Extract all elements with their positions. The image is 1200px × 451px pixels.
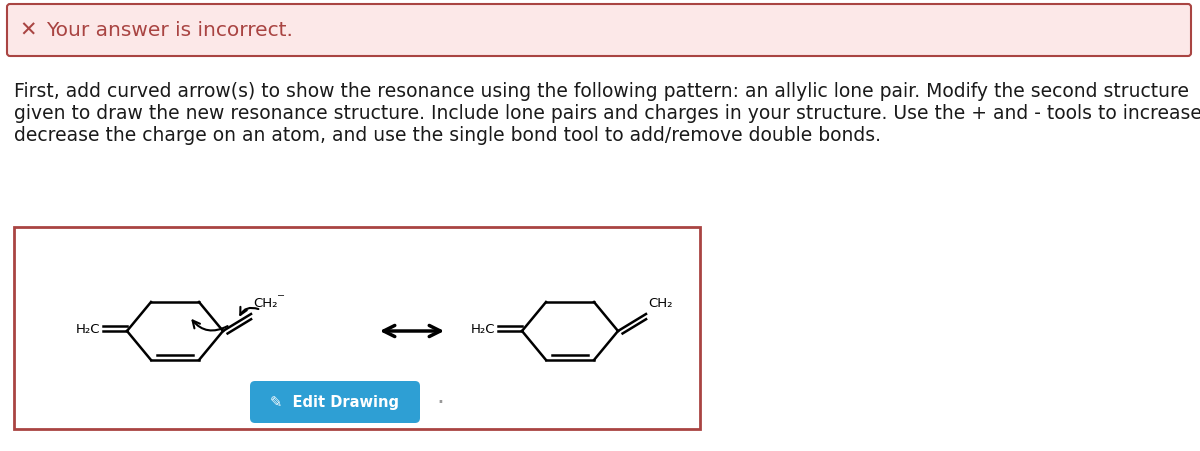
Text: decrease the charge on an atom, and use the single bond tool to add/remove doubl: decrease the charge on an atom, and use … — [14, 126, 881, 145]
Text: CH₂: CH₂ — [253, 296, 277, 309]
Text: H₂C: H₂C — [470, 322, 496, 335]
FancyBboxPatch shape — [14, 227, 700, 429]
Text: CH₂: CH₂ — [648, 296, 672, 309]
Text: ✕: ✕ — [19, 21, 37, 41]
Text: Your answer is incorrect.: Your answer is incorrect. — [46, 22, 293, 41]
FancyBboxPatch shape — [250, 381, 420, 423]
FancyBboxPatch shape — [7, 5, 1190, 57]
Text: First, add curved arrow(s) to show the resonance using the following pattern: an: First, add curved arrow(s) to show the r… — [14, 82, 1189, 101]
Text: ✎  Edit Drawing: ✎ Edit Drawing — [270, 395, 400, 410]
Text: given to draw the new resonance structure. Include lone pairs and charges in you: given to draw the new resonance structur… — [14, 104, 1200, 123]
Text: H₂C: H₂C — [76, 322, 100, 335]
Text: ⁻: ⁻ — [277, 290, 286, 305]
Text: ·: · — [436, 390, 444, 414]
